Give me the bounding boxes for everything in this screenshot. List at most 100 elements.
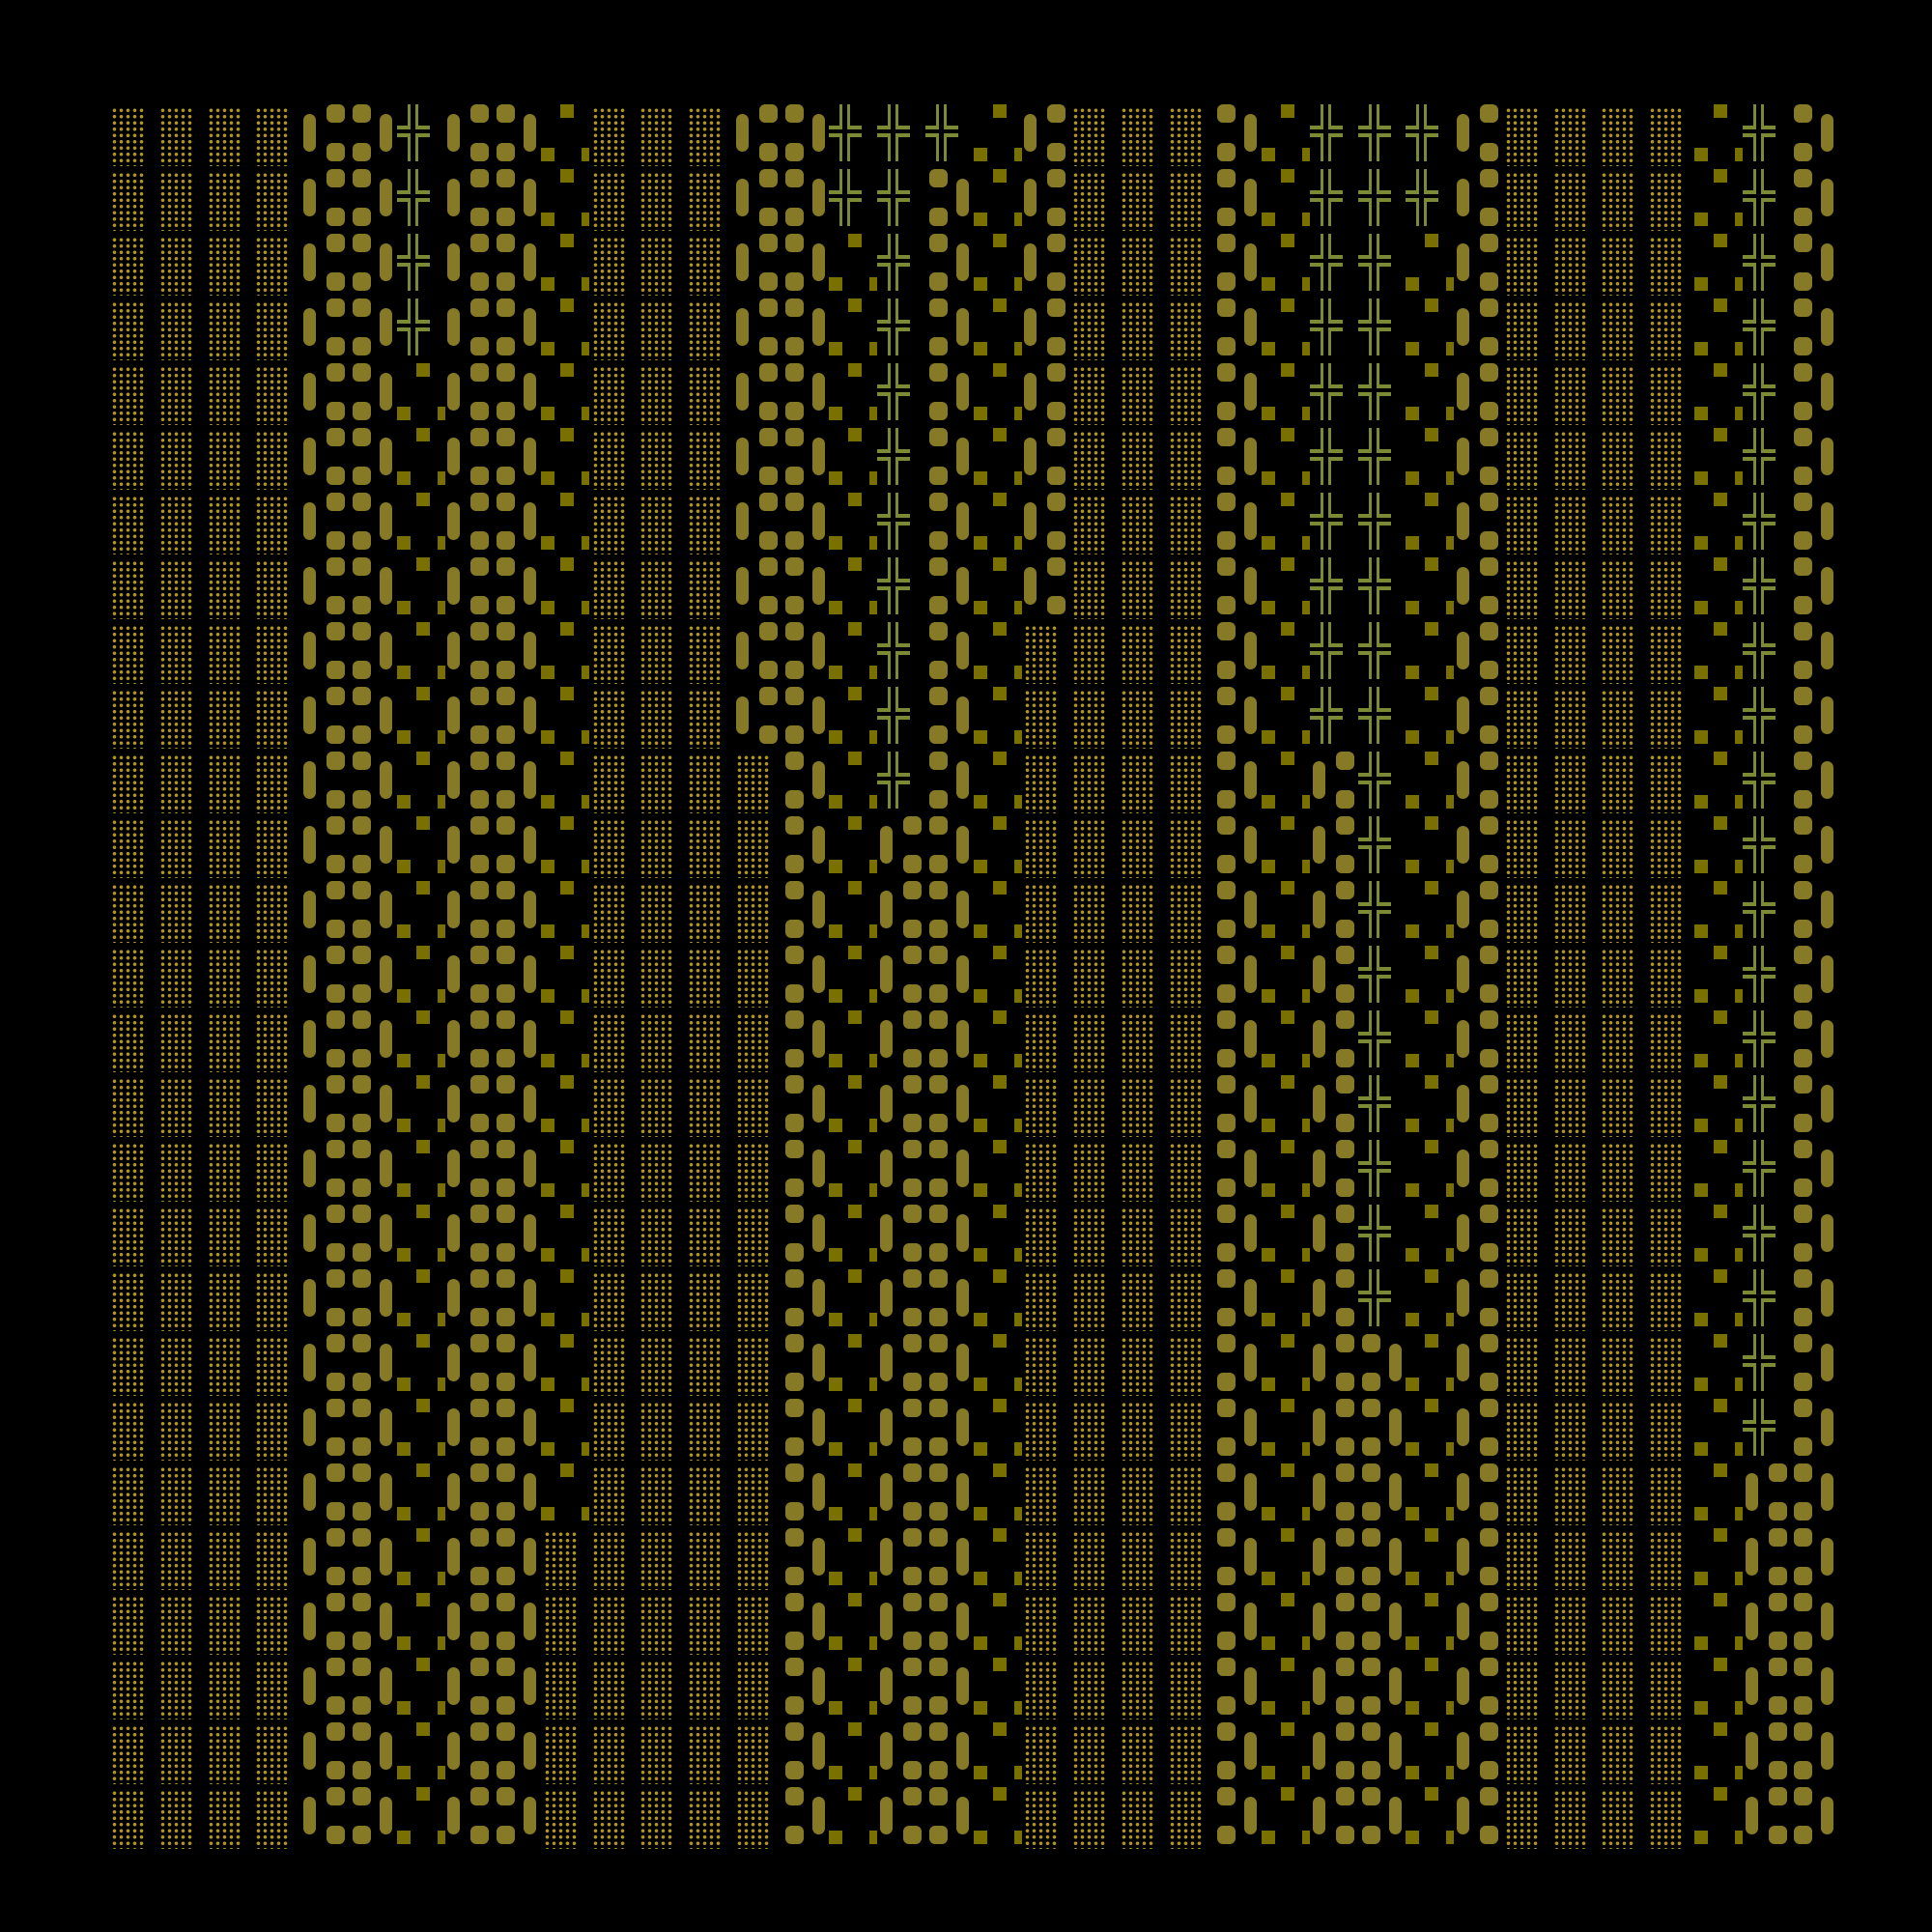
- rounded-block: [928, 622, 948, 640]
- dot-texture: [590, 106, 627, 166]
- dot-texture: [590, 689, 627, 749]
- block-tile: [349, 1593, 397, 1658]
- pill-block: [1388, 1732, 1402, 1770]
- block-tile: [1262, 298, 1310, 363]
- block-tile: [829, 816, 878, 881]
- pill-block: [955, 1085, 969, 1122]
- cross-tile: [1357, 104, 1406, 169]
- cross-stroke: [414, 327, 430, 331]
- square-block: [1262, 1442, 1275, 1456]
- square-block: [1446, 407, 1455, 420]
- square-block: [973, 795, 987, 809]
- pill-block: [524, 438, 536, 475]
- cross-stroke: [1760, 643, 1776, 647]
- square-block: [581, 666, 589, 679]
- cross-stroke: [1742, 1104, 1756, 1108]
- cross-stroke: [1357, 126, 1372, 129]
- square-block: [540, 536, 554, 550]
- dot-texture: [157, 1271, 194, 1331]
- square-block: [1406, 1313, 1420, 1326]
- rounded-block: [928, 816, 948, 835]
- square-block: [992, 1075, 1007, 1089]
- pill-block: [1457, 1214, 1469, 1252]
- rounded-block: [1768, 1463, 1787, 1482]
- rounded-block: [497, 493, 515, 511]
- square-block: [1281, 234, 1294, 247]
- cross-stroke: [1742, 514, 1756, 518]
- dot-texture: [1503, 236, 1540, 296]
- dotted-tile: [156, 687, 205, 752]
- rounded-block: [352, 752, 371, 770]
- pill-block: [379, 1214, 392, 1252]
- dotted-tile: [1598, 169, 1646, 234]
- rounded-block: [497, 687, 515, 705]
- square-block: [848, 363, 863, 377]
- block-tile: [1693, 234, 1743, 298]
- dot-texture: [1023, 1012, 1060, 1072]
- cross-stroke: [1368, 1169, 1372, 1197]
- cross-stroke: [895, 514, 910, 518]
- rounded-block: [928, 1308, 948, 1326]
- cross-stroke: [1376, 327, 1391, 331]
- dotted-tile: [1646, 1334, 1694, 1399]
- block-tile: [877, 1010, 925, 1075]
- block-tile: [444, 1334, 493, 1399]
- rounded-block: [928, 493, 948, 511]
- block-tile: [1693, 1399, 1743, 1463]
- block-tile: [973, 1075, 1022, 1140]
- square-block: [848, 1010, 863, 1024]
- cross-stroke: [1742, 579, 1756, 582]
- square-block: [973, 730, 987, 744]
- cross-stroke: [877, 651, 891, 655]
- rounded-block: [1335, 1049, 1354, 1067]
- pill-block: [955, 1279, 969, 1317]
- square-block: [992, 104, 1007, 118]
- cross-tile: [877, 752, 925, 816]
- rounded-block: [758, 272, 778, 291]
- block-tile: [877, 1140, 925, 1205]
- dotted-tile: [1550, 881, 1599, 946]
- cross-stroke: [1752, 1039, 1756, 1067]
- dotted-tile: [589, 1463, 638, 1528]
- dotted-tile: [541, 1787, 589, 1852]
- dotted-tile: [1118, 493, 1166, 557]
- cross-stroke: [1376, 881, 1379, 906]
- dot-texture: [687, 1724, 723, 1784]
- cross-stroke: [1320, 687, 1323, 712]
- square-block: [1406, 730, 1420, 744]
- rounded-block: [470, 1075, 490, 1094]
- pill-block: [1821, 179, 1834, 216]
- square-block: [992, 1334, 1007, 1348]
- cross-stroke: [1742, 1161, 1756, 1165]
- pill-block: [524, 1085, 536, 1122]
- cross-stroke: [1760, 169, 1764, 194]
- pill-block: [379, 1603, 392, 1640]
- square-block: [437, 1119, 445, 1132]
- rounded-block: [470, 337, 490, 355]
- block-tile: [1406, 816, 1455, 881]
- rounded-block: [1361, 1761, 1380, 1779]
- rounded-block: [1480, 1593, 1498, 1611]
- dot-texture: [639, 365, 675, 425]
- dotted-tile: [205, 622, 253, 687]
- rounded-block: [758, 428, 778, 446]
- square-block: [829, 342, 843, 355]
- block-tile: [540, 1399, 589, 1463]
- rounded-block: [352, 1269, 371, 1288]
- square-block: [992, 946, 1007, 959]
- square-block: [848, 946, 863, 959]
- rounded-block: [327, 1049, 345, 1067]
- pill-block: [524, 1150, 536, 1187]
- square-block: [1425, 428, 1439, 441]
- square-block: [848, 1269, 863, 1283]
- block-tile: [300, 1787, 349, 1852]
- cross-stroke: [1760, 457, 1764, 485]
- dot-texture: [206, 106, 242, 166]
- cross-stroke: [1327, 327, 1343, 331]
- square-block: [1281, 687, 1294, 700]
- dot-texture: [687, 559, 723, 619]
- cross-stroke: [888, 133, 891, 161]
- square-block: [1262, 1636, 1275, 1650]
- rounded-block: [1480, 881, 1498, 899]
- block-tile: [444, 493, 493, 557]
